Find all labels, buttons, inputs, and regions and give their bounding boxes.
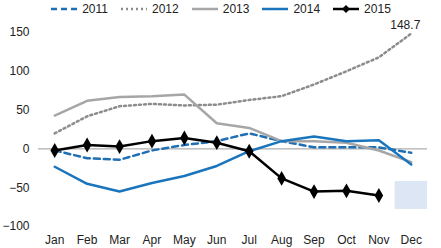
svg-text:Apr: Apr bbox=[143, 233, 162, 247]
svg-text:148.7: 148.7 bbox=[390, 18, 420, 32]
svg-text:0: 0 bbox=[23, 142, 30, 156]
svg-text:−50: −50 bbox=[9, 181, 30, 195]
svg-text:50: 50 bbox=[16, 103, 30, 117]
svg-text:Mar: Mar bbox=[109, 233, 130, 247]
html-text:2013: 2013 bbox=[222, 2, 250, 16]
svg-text:Feb: Feb bbox=[77, 233, 98, 247]
svg-text:−100: −100 bbox=[2, 219, 29, 233]
html-text:2015: 2015 bbox=[364, 2, 391, 16]
svg-text:Sep: Sep bbox=[303, 233, 325, 247]
html-text:2011: 2011 bbox=[82, 2, 108, 16]
svg-text:Jul: Jul bbox=[242, 233, 257, 247]
svg-text:150: 150 bbox=[9, 25, 29, 39]
html-text:2014: 2014 bbox=[293, 2, 321, 16]
svg-text:Nov: Nov bbox=[368, 233, 389, 247]
svg-text:Aug: Aug bbox=[271, 233, 292, 247]
svg-text:Oct: Oct bbox=[337, 233, 356, 247]
svg-text:100: 100 bbox=[9, 64, 29, 78]
html-text:2012: 2012 bbox=[152, 2, 179, 16]
svg-text:Jan: Jan bbox=[45, 233, 64, 247]
svg-text:Jun: Jun bbox=[207, 233, 226, 247]
svg-text:May: May bbox=[173, 233, 196, 247]
svg-text:Dec: Dec bbox=[401, 233, 422, 247]
